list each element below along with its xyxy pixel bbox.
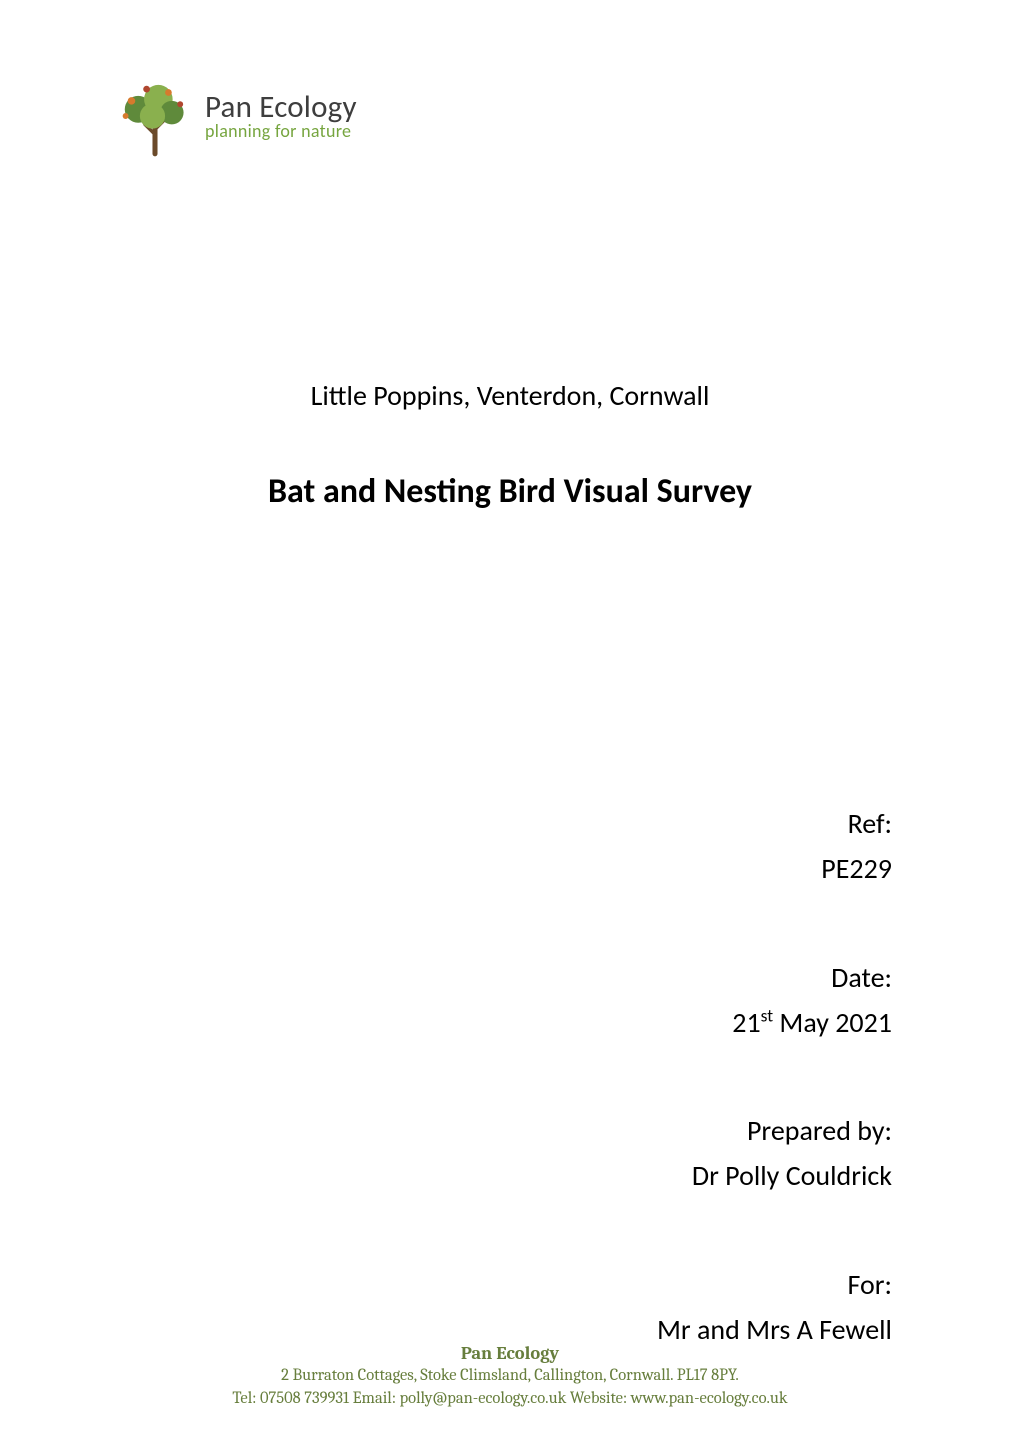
meta-ref-label: Ref: [392, 802, 892, 847]
meta-for-block: For: Mr and Mrs A Fewell [392, 1263, 892, 1353]
meta-prepared-block: Prepared by: Dr Polly Couldrick [392, 1109, 892, 1199]
meta-for-label: For: [392, 1263, 892, 1308]
footer-address: 2 Burraton Cottages, Stoke Climsland, Ca… [0, 1365, 1020, 1388]
logo-tagline: planning for nature [205, 122, 357, 141]
document-subtitle: Little Poppins, Venterdon, Cornwall [128, 378, 892, 413]
meta-ref-block: Ref: PE229 [392, 802, 892, 892]
logo-name: Pan Ecology [205, 91, 357, 124]
footer: Pan Ecology 2 Burraton Cottages, Stoke C… [0, 1341, 1020, 1412]
meta-date-block: Date: 21st May 2021 [392, 956, 892, 1046]
meta-prepared-value: Dr Polly Couldrick [392, 1154, 892, 1199]
logo-text-group: Pan Ecology planning for nature [205, 91, 357, 140]
document-title: Bat and Nesting Bird Visual Survey [128, 471, 892, 512]
meta-date-ordinal: st [761, 1004, 773, 1026]
page: Pan Ecology planning for nature Little P… [0, 0, 1020, 1443]
meta-ref-value: PE229 [392, 847, 892, 892]
tree-icon [113, 74, 197, 158]
meta-date-label: Date: [392, 956, 892, 1001]
footer-title: Pan Ecology [0, 1341, 1020, 1366]
meta-date-day: 21 [732, 1005, 760, 1040]
meta-date-value: 21st May 2021 [392, 1001, 892, 1046]
footer-contact: Tel: 07508 739931 Email: polly@pan-ecolo… [0, 1388, 1020, 1411]
logo-block: Pan Ecology planning for nature [113, 74, 892, 158]
meta-date-rest: May 2021 [773, 1005, 892, 1040]
meta-prepared-label: Prepared by: [392, 1109, 892, 1154]
